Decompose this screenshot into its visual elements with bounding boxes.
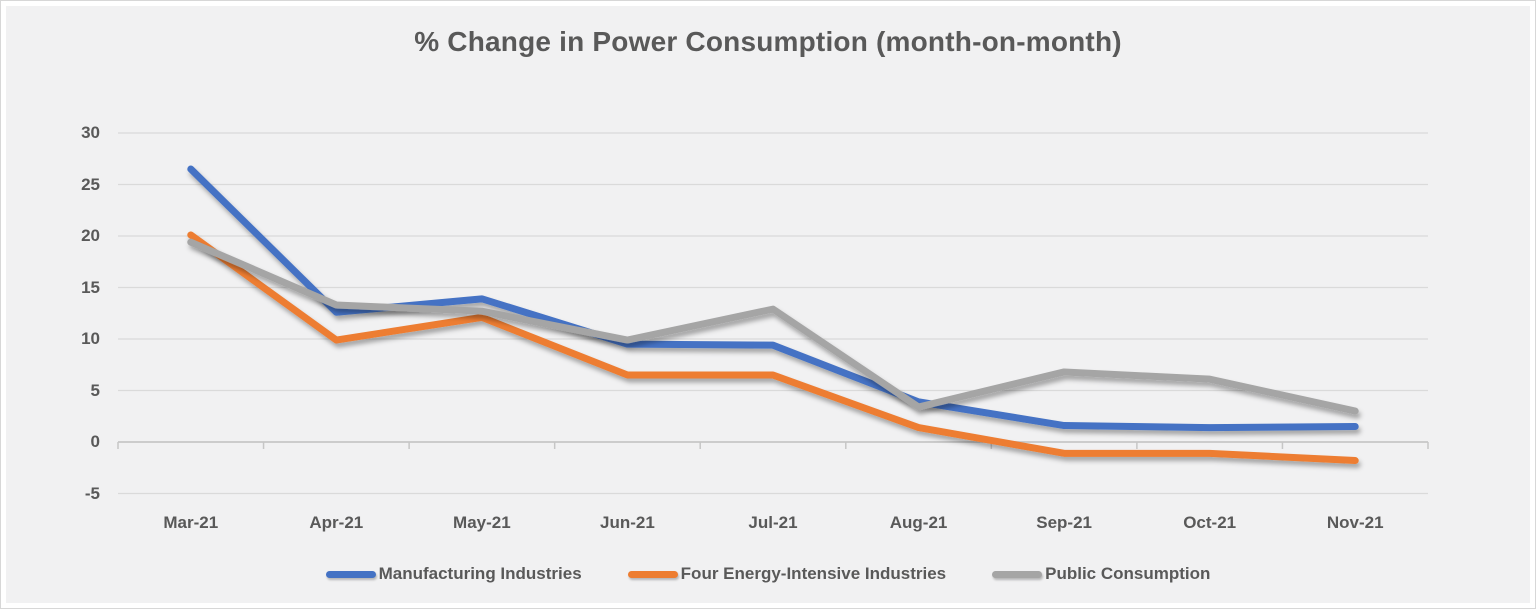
legend: Manufacturing Industries Four Energy-Inte… bbox=[0, 561, 1536, 587]
x-axis-label: Jul-21 bbox=[748, 513, 798, 532]
x-axis-label: Aug-21 bbox=[889, 513, 948, 532]
y-axis-label: 20 bbox=[81, 226, 100, 245]
legend-marker-icon bbox=[325, 570, 376, 578]
x-axis-label: Apr-21 bbox=[309, 513, 364, 532]
y-axis-label: 10 bbox=[81, 329, 100, 348]
series-line-public-consumption bbox=[187, 238, 1359, 415]
x-axis-label: Sep-21 bbox=[1036, 513, 1092, 532]
x-axis-label: May-21 bbox=[453, 513, 511, 532]
legend-label: Manufacturing Industries bbox=[378, 564, 582, 583]
series-line-manufacturing-industries bbox=[187, 165, 1359, 432]
y-axis-label: 30 bbox=[81, 123, 100, 142]
x-axis-label: Nov-21 bbox=[1326, 513, 1384, 532]
x-axis-label: Mar-21 bbox=[163, 513, 219, 532]
legend-marker-icon bbox=[627, 570, 678, 578]
y-axis-label: 25 bbox=[81, 174, 100, 194]
y-axis-label: 15 bbox=[81, 277, 100, 297]
legend-item: Four Energy-Intensive Industries bbox=[627, 564, 947, 584]
x-axis-label: Jun-21 bbox=[600, 513, 655, 532]
legend-label: Four Energy-Intensive Industries bbox=[680, 564, 947, 583]
y-axis-label: 5 bbox=[90, 380, 100, 400]
legend-item: Public Consumption bbox=[992, 564, 1210, 584]
legend-item: Manufacturing Industries bbox=[325, 564, 582, 584]
y-axis-label: -5 bbox=[84, 483, 100, 503]
series-line-four-energy-intensive-industries bbox=[187, 231, 1359, 465]
y-axis-label: 0 bbox=[90, 432, 100, 451]
x-axis-label: Oct-21 bbox=[1183, 513, 1237, 532]
chart-title: % Change in Power Consumption (month-on-… bbox=[414, 26, 1122, 57]
legend-label: Public Consumption bbox=[1045, 564, 1211, 583]
chart-background bbox=[6, 6, 1530, 603]
legend-marker-icon bbox=[992, 570, 1043, 578]
